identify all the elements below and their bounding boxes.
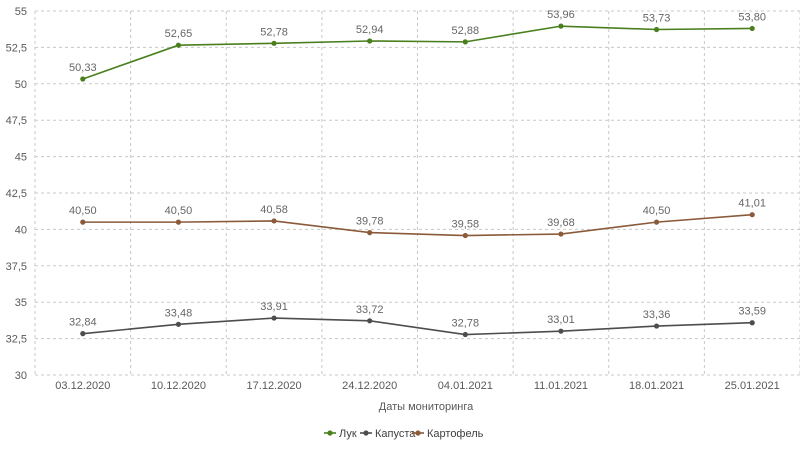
x-tick-label: 17.12.2020: [247, 380, 302, 392]
grid: [34, 10, 800, 376]
legend-item: Картофель: [412, 428, 484, 440]
data-label: 33,91: [260, 301, 288, 313]
legend: Лук Капуста Картофель: [324, 428, 484, 440]
data-label: 33,01: [547, 314, 575, 326]
legend-item: Капуста: [360, 428, 416, 440]
data-point: [558, 23, 564, 29]
data-label: 39,58: [452, 219, 480, 231]
data-point: [175, 219, 182, 225]
x-axis-title: Даты мониторинга: [379, 401, 474, 413]
data-point: [749, 320, 755, 326]
series-line: [82, 213, 753, 237]
y-tick-label: 37,5: [6, 261, 27, 273]
y-tick-label: 50: [15, 79, 27, 91]
data-label: 52,88: [452, 25, 480, 37]
x-tick-label: 25.01.2021: [725, 380, 780, 392]
data-point: [175, 42, 182, 48]
data-label: 32,78: [452, 318, 480, 330]
data-point: [462, 39, 468, 45]
data-point: [462, 331, 468, 338]
data-point: [653, 219, 660, 225]
data-point: [271, 315, 277, 321]
data-point: [653, 323, 660, 329]
series-lines: [80, 23, 755, 338]
legend-label: Картофель: [427, 428, 484, 440]
data-label: 33,36: [643, 309, 671, 321]
y-tick-label: 30: [15, 370, 27, 382]
data-label: 52,65: [165, 28, 193, 40]
data-label: 33,59: [738, 306, 766, 318]
legend-marker: [363, 430, 369, 436]
data-point: [367, 38, 373, 44]
data-label: 32,84: [69, 317, 97, 329]
data-label: 53,80: [738, 11, 766, 23]
y-tick-label: 45: [15, 152, 27, 164]
data-point: [175, 321, 182, 327]
x-tick-label: 04.01.2021: [438, 380, 493, 392]
data-label: 50,33: [69, 62, 97, 74]
data-label: 41,01: [738, 198, 766, 210]
data-point: [558, 231, 564, 237]
data-label: 39,78: [356, 216, 384, 228]
data-point: [749, 25, 755, 32]
y-tick-label: 42,5: [6, 188, 27, 200]
y-tick-label: 47,5: [6, 115, 27, 127]
data-label: 33,48: [165, 307, 193, 319]
y-axis-ticks: 30 32,5 35 37,5 40 42,5 45 47,5 50 52,5 55: [6, 6, 27, 382]
legend-label: Лук: [339, 428, 357, 440]
legend-label: Капуста: [375, 428, 416, 440]
data-point: [80, 219, 86, 225]
data-label: 53,96: [547, 9, 575, 21]
series-line: [82, 25, 753, 80]
legend-item: Лук: [324, 428, 357, 440]
x-axis-ticks: 03.12.2020 10.12.2020 17.12.2020 24.12.2020…: [55, 380, 779, 392]
data-point: [367, 230, 373, 236]
series-line: [82, 317, 753, 336]
data-point: [749, 212, 755, 218]
x-tick-label: 10.12.2020: [151, 380, 206, 392]
data-point: [558, 328, 564, 334]
data-label: 52,94: [356, 24, 384, 36]
data-label: 40,50: [643, 205, 671, 217]
data-labels: 50,33 52,65 52,78 52,94 52,88 53,96 53,73 53,80…: [69, 9, 766, 329]
legend-marker: [327, 430, 333, 436]
y-tick-label: 40: [15, 224, 27, 236]
data-point: [271, 218, 277, 224]
x-tick-label: 18.01.2021: [629, 380, 684, 392]
data-point: [80, 76, 86, 82]
x-tick-label: 24.12.2020: [342, 380, 397, 392]
x-tick-label: 11.01.2021: [534, 380, 588, 392]
data-label: 33,72: [356, 304, 384, 316]
data-point: [367, 318, 373, 324]
data-label: 52,78: [260, 26, 288, 38]
data-label: 40,50: [165, 205, 193, 217]
y-tick-label: 55: [15, 6, 27, 18]
y-tick-label: 52,5: [6, 42, 27, 54]
data-label: 39,68: [547, 217, 575, 229]
y-tick-label: 32,5: [6, 334, 27, 346]
data-label: 40,50: [69, 205, 97, 217]
data-point: [462, 232, 468, 239]
data-point: [653, 26, 660, 33]
data-point: [271, 40, 277, 46]
data-label: 53,73: [643, 12, 671, 24]
y-tick-label: 35: [15, 297, 27, 309]
x-tick-label: 03.12.2020: [55, 380, 110, 392]
data-label: 40,58: [260, 204, 288, 216]
legend-marker: [415, 430, 421, 436]
data-point: [80, 331, 86, 337]
